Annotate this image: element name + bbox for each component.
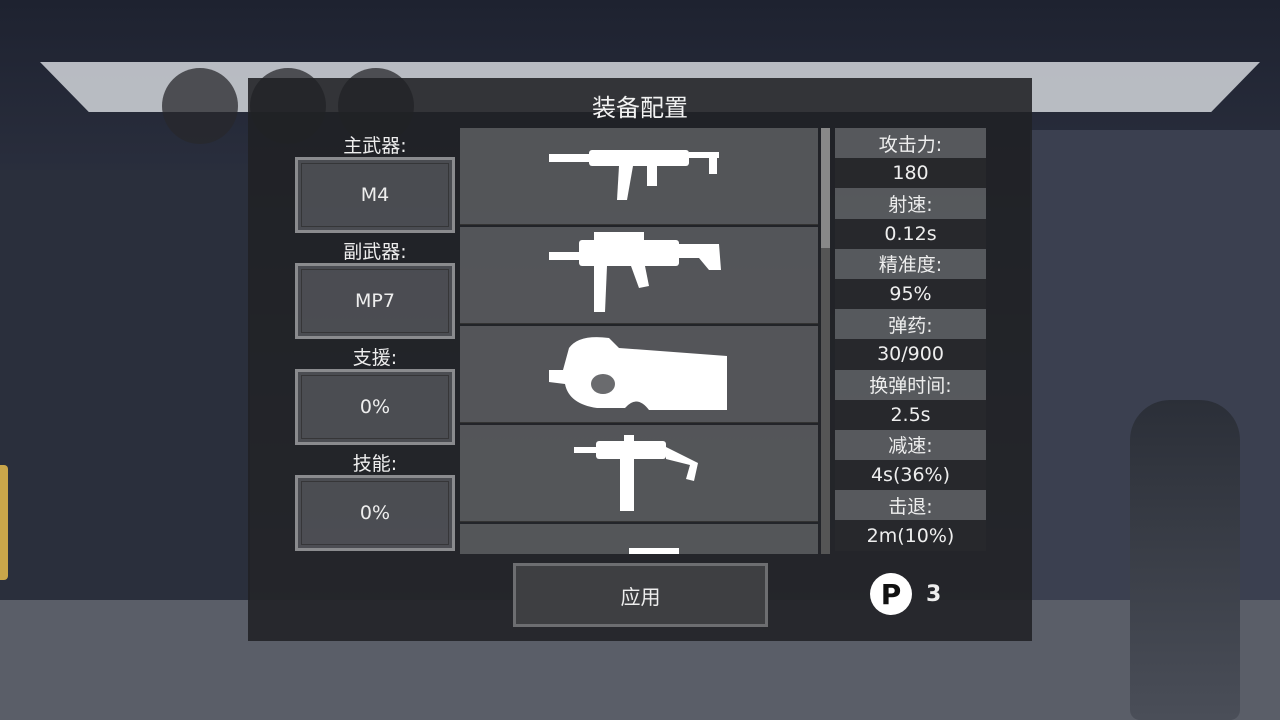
stat-label-accuracy: 精准度: bbox=[835, 248, 986, 279]
stat-value-slow: 4s(36%) bbox=[835, 460, 986, 491]
stat-label-ammo: 弹药: bbox=[835, 309, 986, 340]
secondary-weapon-slot[interactable]: MP7 bbox=[295, 263, 455, 339]
support-slot[interactable]: 0% bbox=[295, 369, 455, 445]
menu-button[interactable] bbox=[162, 68, 238, 144]
weapon-list[interactable] bbox=[460, 128, 818, 554]
primary-weapon-label: 主武器: bbox=[343, 135, 407, 157]
weapon-item-p90[interactable] bbox=[460, 326, 818, 423]
weapon-item-mp5[interactable] bbox=[460, 128, 818, 225]
points-display: P 3 bbox=[870, 573, 941, 615]
stat-value-fire-rate: 0.12s bbox=[835, 218, 986, 249]
support-label: 支援: bbox=[352, 347, 398, 369]
page-title: 装备配置 bbox=[592, 94, 688, 122]
stat-label-slow: 减速: bbox=[835, 429, 986, 461]
stat-value-ammo: 30/900 bbox=[835, 339, 986, 370]
skill-slot[interactable]: 0% bbox=[295, 475, 455, 551]
points-value: 3 bbox=[926, 581, 942, 607]
side-handle[interactable] bbox=[0, 465, 8, 580]
mp5-silhouette-icon bbox=[549, 150, 719, 200]
stat-label-fire-rate: 射速: bbox=[835, 188, 986, 219]
stat-label-attack: 攻击力: bbox=[835, 128, 986, 159]
scrollbar-thumb[interactable] bbox=[821, 128, 830, 248]
p90-silhouette-icon bbox=[549, 337, 727, 410]
skill-label: 技能: bbox=[352, 453, 398, 475]
stat-label-knockback: 击退: bbox=[835, 490, 986, 521]
weapon-stats: 攻击力: 180 射速: 0.12s 精准度: 95% 弹药: 30/900 换… bbox=[835, 128, 986, 551]
apply-button[interactable]: 应用 bbox=[513, 563, 768, 627]
stat-value-reload: 2.5s bbox=[835, 399, 986, 430]
weapon-list-scrollbar[interactable] bbox=[821, 128, 830, 554]
stat-value-attack: 180 bbox=[835, 158, 986, 189]
soldier-character bbox=[1130, 400, 1240, 720]
stat-label-reload: 换弹时间: bbox=[835, 369, 986, 400]
uzi-silhouette-icon bbox=[574, 435, 698, 511]
weapon-item-uzi[interactable] bbox=[460, 425, 818, 522]
points-icon: P bbox=[870, 573, 912, 615]
m4-silhouette-icon bbox=[629, 548, 679, 554]
secondary-weapon-label: 副武器: bbox=[343, 241, 407, 263]
weapon-item-ump[interactable] bbox=[460, 227, 818, 324]
stat-value-accuracy: 95% bbox=[835, 278, 986, 310]
stat-value-knockback: 2m(10%) bbox=[835, 520, 986, 551]
primary-weapon-slot[interactable]: M4 bbox=[295, 157, 455, 233]
ump-silhouette-icon bbox=[549, 232, 721, 312]
weapon-item-m4[interactable] bbox=[460, 524, 818, 554]
